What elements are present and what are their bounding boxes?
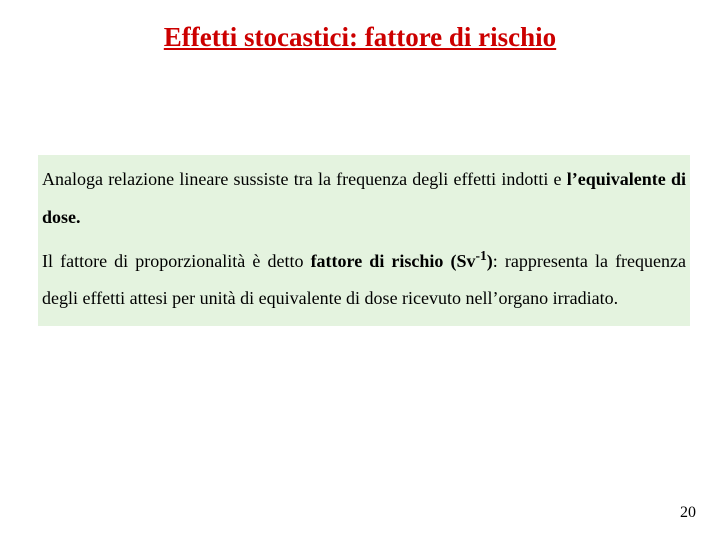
paragraph-2: Il fattore di proporzionalità è detto fa… — [42, 243, 686, 319]
paragraph-1: Analoga relazione lineare sussiste tra l… — [42, 161, 686, 237]
slide-title: Effetti stocastici: fattore di rischio — [0, 22, 720, 53]
p2-sup: -1 — [476, 251, 487, 271]
p2-text-a: Il fattore di proporzionalità è detto — [42, 251, 311, 271]
page-number: 20 — [680, 504, 696, 522]
p2-bold-open: fattore di rischio (Sv — [311, 251, 476, 271]
content-box: Analoga relazione lineare sussiste tra l… — [38, 155, 690, 326]
slide: Effetti stocastici: fattore di rischio A… — [0, 0, 720, 540]
p1-text: Analoga relazione lineare sussiste tra l… — [42, 169, 567, 189]
